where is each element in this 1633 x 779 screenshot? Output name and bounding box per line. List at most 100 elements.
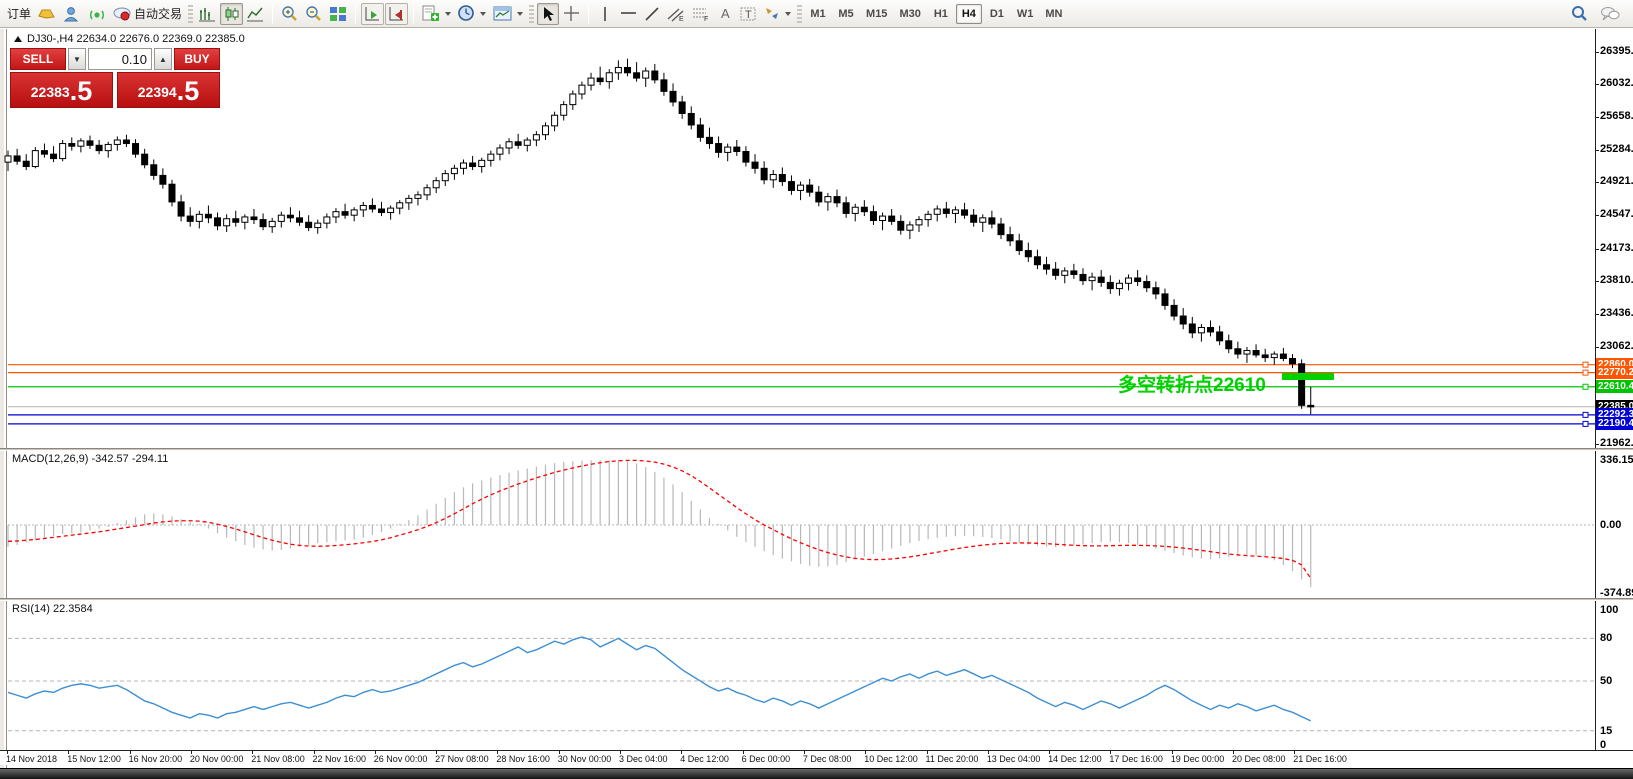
timeframe-h1-button[interactable]: H1: [933, 7, 948, 20]
chart-shift-button[interactable]: [385, 2, 409, 25]
tile-windows-button[interactable]: [326, 3, 350, 25]
zoom-out-button[interactable]: [302, 3, 325, 25]
date-label: 21 Dec 16:00: [1293, 754, 1347, 764]
autotrading-button[interactable]: 自动交易: [110, 3, 185, 25]
date-tick: [865, 751, 867, 754]
toolbar: 订单 自动交易: [0, 0, 1633, 28]
pivot-highlight-bar[interactable]: [1282, 373, 1334, 380]
fibonacci-tool-button[interactable]: F: [689, 3, 713, 25]
crosshair-tool-button[interactable]: [560, 3, 583, 25]
pivot-annotation[interactable]: 多空转折点22610: [1118, 375, 1266, 396]
cursor-tool-button[interactable]: [537, 2, 560, 25]
date-label: 30 Nov 00:00: [557, 754, 612, 764]
price-tick-label: 26032.0: [1600, 77, 1633, 90]
macd-axis-label: 0.00: [1600, 519, 1622, 531]
timeframe-mn-button[interactable]: MN: [1045, 7, 1063, 20]
date-label: 22 Nov 16:00: [312, 754, 367, 764]
chart-window: DJ30-,H4 22634.0 22676.0 22369.0 22385.0…: [0, 29, 1633, 779]
sell-button[interactable]: SELL: [10, 48, 66, 70]
arrows-tool-button[interactable]: [761, 3, 794, 25]
svg-text:T: T: [745, 9, 752, 21]
sell-price-display[interactable]: 22383 .5: [10, 72, 113, 108]
hline-price-label[interactable]: 22610.4: [1596, 380, 1633, 394]
channel-tool-button[interactable]: E: [664, 3, 688, 25]
timeframe-m1-button[interactable]: M1: [810, 7, 826, 20]
template-button[interactable]: [490, 3, 526, 25]
rsi-axis-label: 0: [1600, 739, 1607, 751]
gold-ingot-icon[interactable]: [35, 3, 59, 25]
date-tick: [497, 751, 499, 754]
date-tick: [681, 751, 683, 754]
chat-icon[interactable]: [1597, 3, 1623, 25]
buy-price-display[interactable]: 22394 .5: [117, 72, 220, 108]
chart-canvas[interactable]: [0, 29, 1633, 779]
horizontal-lines[interactable]: [8, 361, 1595, 427]
price-tick: [1595, 248, 1599, 250]
bar-chart-mode-button[interactable]: [196, 3, 219, 25]
rsi-axis-label: 50: [1600, 675, 1613, 688]
trendline-tool-button[interactable]: [641, 3, 663, 25]
add-indicator-caret: [445, 11, 452, 16]
volume-decrease-button[interactable]: ▼: [68, 48, 86, 70]
bottom-scroll-strip[interactable]: [0, 768, 1633, 779]
panel-separator[interactable]: [0, 448, 1633, 451]
zoom-in-button[interactable]: [278, 3, 301, 25]
date-tick: [1233, 751, 1234, 754]
period-button[interactable]: [455, 3, 489, 25]
date-label: 4 Dec 12:00: [680, 754, 729, 764]
hline-price-label[interactable]: 22770.2: [1596, 366, 1633, 380]
date-tick: [1049, 751, 1051, 754]
date-tick: [1171, 751, 1173, 754]
timeframe-m30-button[interactable]: M30: [899, 7, 921, 20]
date-label: 27 Nov 08:00: [435, 754, 489, 764]
price-axis-border: [1595, 29, 1596, 765]
date-tick: [7, 751, 8, 754]
timeframe-w1-button[interactable]: W1: [1016, 7, 1034, 20]
account-icon[interactable]: [60, 3, 84, 25]
hline-price-label[interactable]: 22190.4: [1596, 417, 1633, 431]
date-axis[interactable]: 14 Nov 2018 15 Nov 12:00 16 Nov 20:00 20 No…: [0, 750, 1633, 765]
rsi-series: [7, 636, 1595, 732]
timeframe-m5-button[interactable]: M5: [838, 7, 854, 20]
timeframe-d1-button[interactable]: D1: [989, 7, 1004, 20]
price-tick: [1595, 117, 1599, 119]
rsi-axis-label: 15: [1600, 724, 1613, 737]
line-chart-mode-button[interactable]: [244, 3, 267, 25]
date-label: 16 Nov 20:00: [128, 754, 183, 764]
timeframe-m15-button[interactable]: M15: [866, 7, 888, 20]
date-label: 13 Dec 04:00: [986, 754, 1041, 764]
text-label-tool-button[interactable]: A: [714, 3, 736, 25]
price-tick-label: 25284.0: [1600, 143, 1633, 156]
collapse-quote-icon[interactable]: [14, 36, 22, 42]
price-tick-label: 23810.0: [1600, 273, 1633, 286]
horizontal-line-tool-button[interactable]: [617, 3, 640, 25]
buy-button[interactable]: BUY: [174, 48, 220, 70]
chart-title: DJ30-,H4 22634.0 22676.0 22369.0 22385.0: [14, 33, 245, 45]
timeframe-h4-button[interactable]: H4: [955, 3, 982, 24]
signal-icon[interactable]: [85, 3, 109, 25]
new-order-button[interactable]: 订单: [4, 3, 34, 25]
volume-input[interactable]: [88, 48, 152, 70]
price-tick: [1595, 182, 1599, 184]
rsi-axis-label: 100: [1600, 604, 1619, 616]
add-indicator-button[interactable]: [419, 3, 454, 25]
one-click-trading-panel: SELL ▼ ▲ BUY 22383 .5 22394 .5: [10, 48, 220, 108]
sell-price-fraction: .5: [69, 76, 93, 106]
price-tick-label: 25658.0: [1600, 110, 1633, 123]
vertical-line-tool-button[interactable]: [594, 3, 616, 25]
search-icon[interactable]: [1568, 3, 1591, 25]
volume-increase-button[interactable]: ▲: [154, 48, 172, 70]
panel-separator[interactable]: [0, 598, 1633, 601]
sell-price-main: 22383: [30, 84, 70, 100]
date-tick: [742, 751, 744, 754]
macd-series: [7, 459, 1595, 588]
price-tick: [1595, 150, 1599, 152]
date-label: 6 Dec 00:00: [741, 754, 791, 764]
candlestick-mode-button[interactable]: [220, 2, 244, 25]
buy-price-main: 22394: [137, 84, 177, 100]
text-box-tool-button[interactable]: T: [737, 3, 760, 25]
date-label: 17 Dec 16:00: [1109, 754, 1163, 764]
date-tick: [129, 751, 131, 754]
date-tick: [313, 751, 315, 754]
auto-scroll-button[interactable]: [361, 2, 385, 25]
